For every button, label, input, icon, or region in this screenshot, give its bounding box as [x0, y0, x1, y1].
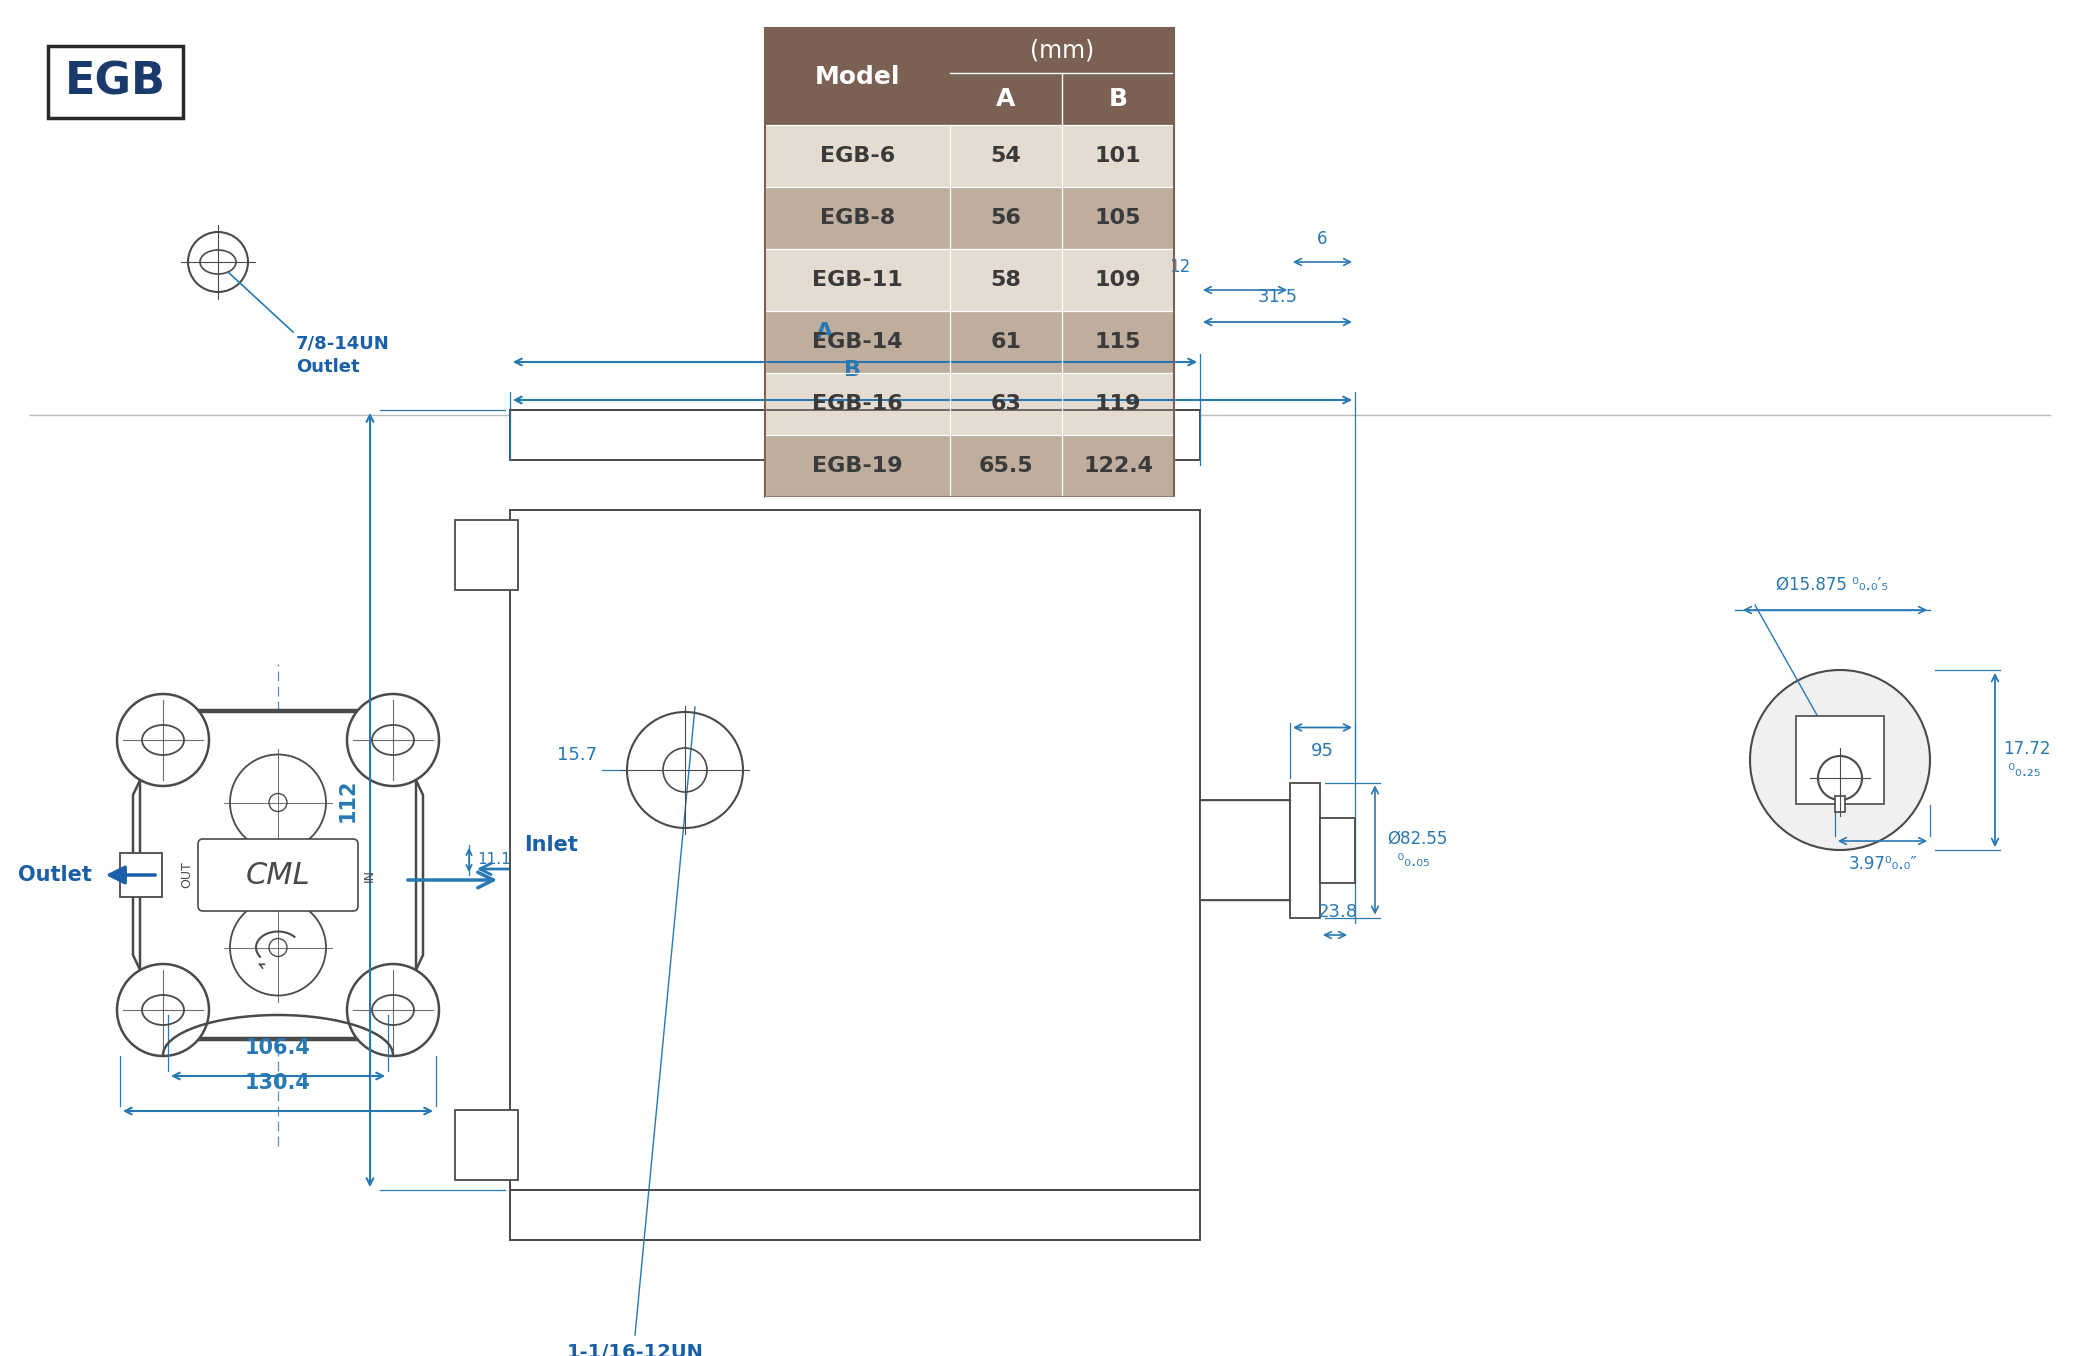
Bar	[48, 46, 183, 118]
Bar	[764, 373, 951, 435]
Text: 95: 95	[1312, 743, 1335, 761]
Text: EGB-16: EGB-16	[812, 395, 903, 414]
Text: 130.4: 130.4	[245, 1073, 311, 1093]
Text: 119: 119	[1094, 395, 1142, 414]
Bar	[1063, 73, 1175, 125]
Text: 11.1: 11.1	[477, 853, 511, 868]
Text: 17.72
 ⁰₀.₂₅: 17.72 ⁰₀.₂₅	[2003, 740, 2051, 780]
Text: 12: 12	[1169, 258, 1190, 277]
Bar	[951, 311, 1063, 373]
Text: 122.4: 122.4	[1084, 456, 1152, 476]
Text: EGB-8: EGB-8	[820, 207, 895, 228]
Bar	[1063, 373, 1175, 435]
Text: 101: 101	[1094, 146, 1142, 165]
Bar	[764, 28, 951, 125]
Circle shape	[347, 694, 438, 786]
Text: EGB: EGB	[64, 61, 166, 103]
Bar	[1063, 311, 1175, 373]
Text: CML: CML	[245, 861, 309, 890]
Text: 115: 115	[1094, 332, 1142, 353]
Bar	[1063, 435, 1175, 498]
Bar	[511, 410, 1200, 460]
Bar	[764, 28, 1175, 498]
Circle shape	[1750, 670, 1931, 850]
Circle shape	[189, 232, 247, 292]
Text: 15.7: 15.7	[556, 746, 598, 763]
Bar	[511, 1191, 1200, 1239]
Bar	[951, 187, 1063, 250]
Text: IN: IN	[363, 868, 376, 881]
Text: B: B	[845, 359, 862, 380]
Text: A: A	[816, 321, 835, 342]
Bar	[951, 28, 1175, 73]
Text: B: B	[1109, 87, 1127, 111]
Circle shape	[1819, 757, 1862, 800]
Text: EGB-6: EGB-6	[820, 146, 895, 165]
Text: 3.97⁰₀.₀″: 3.97⁰₀.₀″	[1848, 856, 1916, 873]
Circle shape	[347, 964, 438, 1056]
Text: 6: 6	[1318, 231, 1329, 248]
Bar	[1063, 250, 1175, 311]
Text: 31.5: 31.5	[1258, 287, 1298, 306]
Bar	[764, 435, 951, 498]
Bar	[764, 187, 951, 250]
Circle shape	[116, 694, 210, 786]
Text: 63: 63	[990, 395, 1021, 414]
Bar	[951, 125, 1063, 187]
Bar	[120, 853, 162, 898]
Text: Inlet: Inlet	[523, 835, 577, 856]
FancyBboxPatch shape	[197, 839, 357, 911]
Bar	[1063, 125, 1175, 187]
Text: Ø82.55
  ⁰₀.₀₅: Ø82.55 ⁰₀.₀₅	[1387, 830, 1447, 871]
Text: 7/8-14UN
Outlet: 7/8-14UN Outlet	[297, 334, 390, 376]
Text: 65.5: 65.5	[978, 456, 1034, 476]
Bar	[1320, 818, 1356, 883]
Bar	[951, 435, 1063, 498]
Text: 109: 109	[1094, 270, 1142, 290]
FancyArrowPatch shape	[480, 864, 511, 875]
Text: A: A	[996, 87, 1015, 111]
Bar	[764, 250, 951, 311]
Text: 1-1/16-12UN: 1-1/16-12UN	[567, 1342, 704, 1356]
Text: Ø15.875 ⁰₀.₀′₅: Ø15.875 ⁰₀.₀′₅	[1777, 576, 1889, 594]
Text: EGB-11: EGB-11	[812, 270, 903, 290]
Text: 112: 112	[338, 778, 357, 822]
Text: 61: 61	[990, 332, 1021, 353]
Text: 23.8: 23.8	[1318, 903, 1358, 921]
Text: 56: 56	[990, 207, 1021, 228]
Polygon shape	[133, 711, 424, 1040]
Bar	[951, 73, 1063, 125]
Bar	[455, 1111, 519, 1180]
Bar	[1796, 716, 1885, 804]
Text: EGB-19: EGB-19	[812, 456, 903, 476]
Text: 54: 54	[990, 146, 1021, 165]
Text: Model: Model	[814, 65, 901, 88]
Bar	[1063, 187, 1175, 250]
Bar	[511, 510, 1200, 1191]
Bar	[1835, 796, 1846, 812]
Text: Outlet: Outlet	[19, 865, 91, 885]
Bar	[455, 519, 519, 590]
Bar	[951, 373, 1063, 435]
Circle shape	[116, 964, 210, 1056]
Bar	[764, 311, 951, 373]
Bar	[1289, 782, 1320, 918]
Text: 106.4: 106.4	[245, 1037, 311, 1058]
Bar	[764, 125, 951, 187]
Text: 58: 58	[990, 270, 1021, 290]
Text: (mm): (mm)	[1030, 38, 1094, 62]
Text: 105: 105	[1094, 207, 1142, 228]
FancyBboxPatch shape	[139, 712, 415, 1037]
Bar	[1200, 800, 1289, 900]
Text: EGB-14: EGB-14	[812, 332, 903, 353]
Text: OUT: OUT	[181, 861, 193, 888]
Bar	[951, 250, 1063, 311]
